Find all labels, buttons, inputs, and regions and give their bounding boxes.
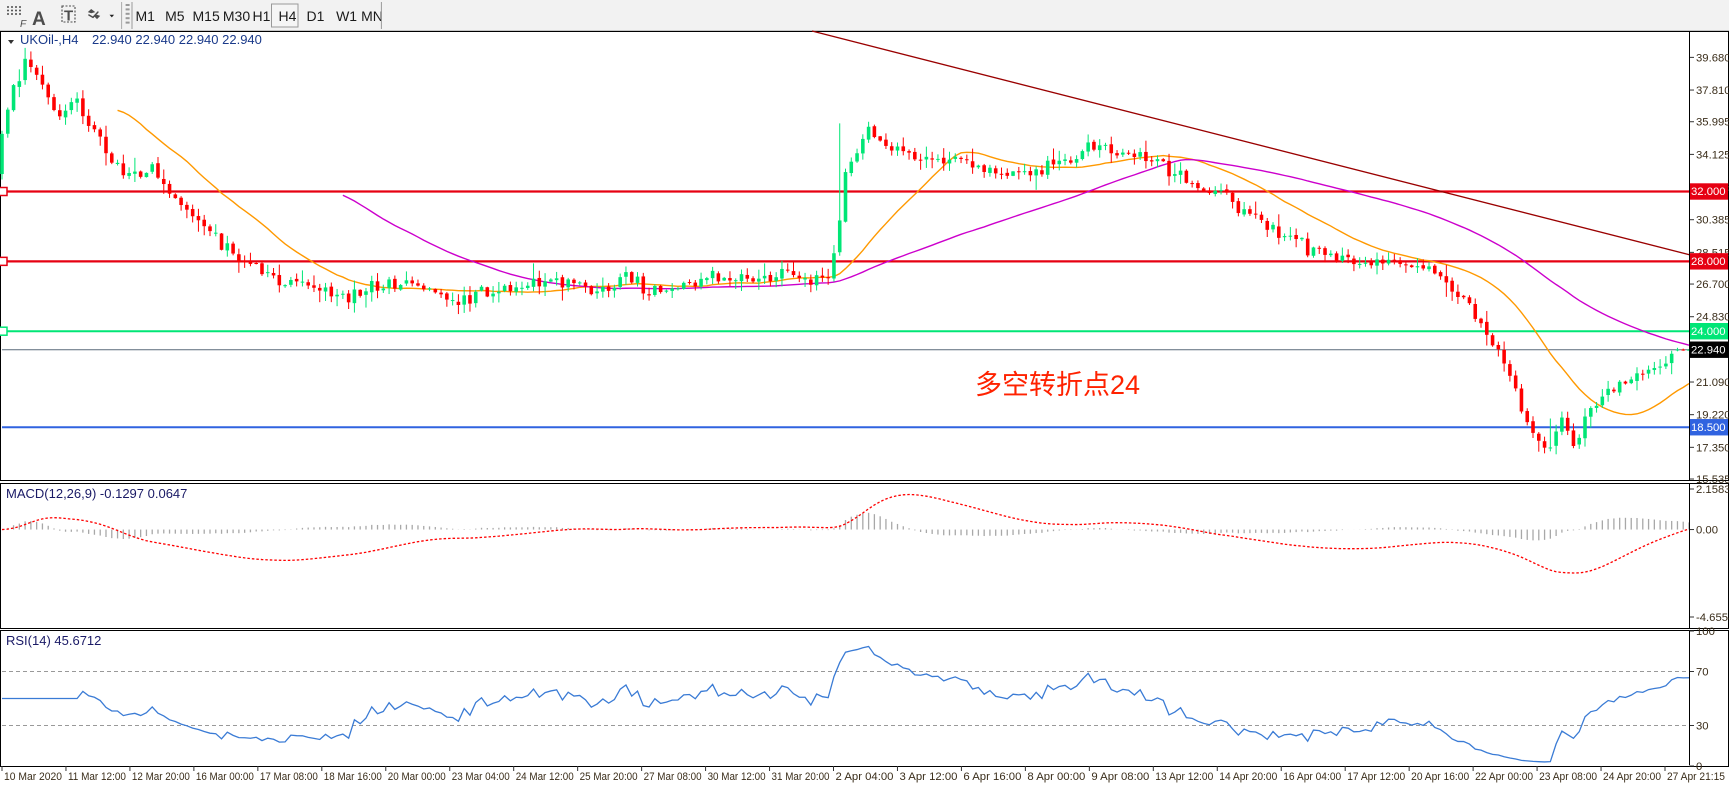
svg-text:27 Mar 08:00: 27 Mar 08:00 <box>644 771 702 783</box>
svg-text:23 Mar 04:00: 23 Mar 04:00 <box>452 771 510 783</box>
svg-text:37.810: 37.810 <box>1696 85 1729 97</box>
svg-text:25 Mar 20:00: 25 Mar 20:00 <box>580 771 638 783</box>
svg-text:3 Apr 12:00: 3 Apr 12:00 <box>899 771 957 783</box>
svg-text:70: 70 <box>1696 667 1709 679</box>
svg-text:M5: M5 <box>165 8 185 24</box>
svg-text:22.940: 22.940 <box>1691 344 1726 356</box>
svg-text:18 Mar 16:00: 18 Mar 16:00 <box>324 771 382 783</box>
svg-text:M1: M1 <box>136 8 156 24</box>
svg-text:30 Mar 12:00: 30 Mar 12:00 <box>708 771 766 783</box>
svg-text:26.700: 26.700 <box>1696 279 1729 291</box>
svg-text:D1: D1 <box>307 8 325 24</box>
svg-text:11 Mar 12:00: 11 Mar 12:00 <box>68 771 126 783</box>
svg-text:14 Apr 20:00: 14 Apr 20:00 <box>1219 771 1277 783</box>
svg-text:17 Apr 12:00: 17 Apr 12:00 <box>1347 771 1405 783</box>
svg-text:17.350: 17.350 <box>1696 442 1729 454</box>
svg-text:23 Apr 08:00: 23 Apr 08:00 <box>1539 771 1597 783</box>
svg-text:-4.6554: -4.6554 <box>1696 612 1729 624</box>
svg-text:M30: M30 <box>223 8 250 24</box>
svg-text:W1: W1 <box>336 8 357 24</box>
svg-text:H4: H4 <box>279 8 297 24</box>
svg-text:39.680: 39.680 <box>1696 52 1729 64</box>
svg-text:13 Apr 12:00: 13 Apr 12:00 <box>1155 771 1213 783</box>
svg-text:多空转折点24: 多空转折点24 <box>975 370 1140 400</box>
svg-text:21.090: 21.090 <box>1696 377 1729 389</box>
svg-text:10 Mar 2020: 10 Mar 2020 <box>4 771 62 783</box>
svg-text:28.000: 28.000 <box>1691 256 1726 268</box>
svg-text:32.000: 32.000 <box>1691 186 1726 198</box>
svg-text:30: 30 <box>1696 721 1709 733</box>
svg-text:RSI(14) 45.6712: RSI(14) 45.6712 <box>6 633 101 648</box>
svg-text:UKOil-,H4: UKOil-,H4 <box>20 32 79 47</box>
svg-text:MACD(12,26,9) -0.1297 0.0647: MACD(12,26,9) -0.1297 0.0647 <box>6 486 187 501</box>
svg-text:18.500: 18.500 <box>1691 422 1726 434</box>
svg-text:16 Apr 04:00: 16 Apr 04:00 <box>1283 771 1341 783</box>
svg-text:17 Mar 08:00: 17 Mar 08:00 <box>260 771 318 783</box>
svg-text:34.125: 34.125 <box>1696 149 1729 161</box>
svg-text:9 Apr 08:00: 9 Apr 08:00 <box>1091 771 1149 783</box>
svg-text:6 Apr 16:00: 6 Apr 16:00 <box>963 771 1021 783</box>
svg-text:20 Mar 00:00: 20 Mar 00:00 <box>388 771 446 783</box>
svg-text:20 Apr 16:00: 20 Apr 16:00 <box>1411 771 1469 783</box>
svg-text:24 Mar 12:00: 24 Mar 12:00 <box>516 771 574 783</box>
svg-text:22 Apr 00:00: 22 Apr 00:00 <box>1475 771 1533 783</box>
svg-text:30.385: 30.385 <box>1696 215 1729 227</box>
svg-text:H1: H1 <box>253 8 271 24</box>
svg-text:22.940 22.940 22.940 22.940: 22.940 22.940 22.940 22.940 <box>92 32 262 47</box>
svg-text:24.830: 24.830 <box>1696 312 1729 324</box>
svg-text:F: F <box>20 19 27 30</box>
svg-text:16 Mar 00:00: 16 Mar 00:00 <box>196 771 254 783</box>
svg-text:12 Mar 20:00: 12 Mar 20:00 <box>132 771 190 783</box>
svg-text:T: T <box>64 8 73 25</box>
svg-text:M15: M15 <box>193 8 220 24</box>
svg-text:24.000: 24.000 <box>1691 326 1726 338</box>
svg-text:31 Mar 20:00: 31 Mar 20:00 <box>772 771 830 783</box>
svg-text:2.1583: 2.1583 <box>1696 484 1729 496</box>
svg-text:27 Apr 21:15: 27 Apr 21:15 <box>1667 771 1725 783</box>
svg-text:2 Apr 04:00: 2 Apr 04:00 <box>836 771 894 783</box>
svg-text:35.995: 35.995 <box>1696 117 1729 129</box>
svg-text:100: 100 <box>1696 626 1715 638</box>
svg-text:8 Apr 00:00: 8 Apr 00:00 <box>1027 771 1085 783</box>
svg-text:24 Apr 20:00: 24 Apr 20:00 <box>1603 771 1661 783</box>
svg-text:0.00: 0.00 <box>1696 525 1718 537</box>
svg-text:MN: MN <box>361 8 383 24</box>
svg-text:A: A <box>32 9 46 30</box>
